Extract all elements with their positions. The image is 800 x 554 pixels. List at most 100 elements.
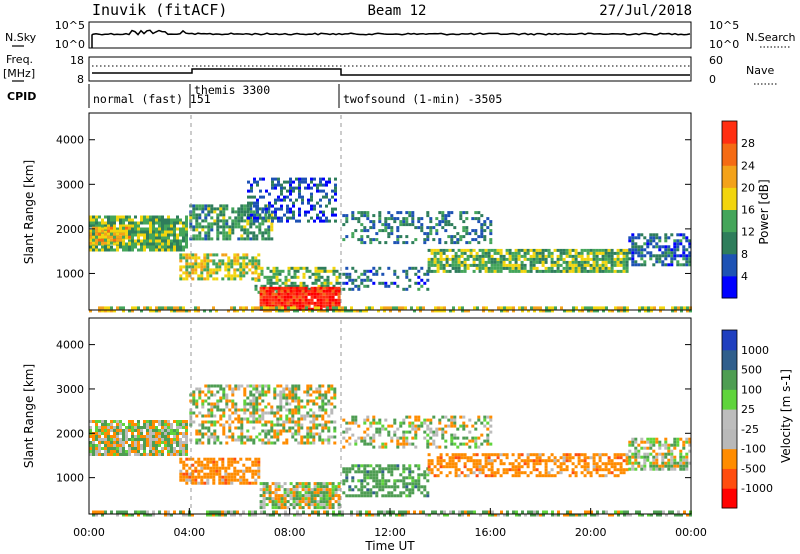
data-cell xyxy=(288,429,292,433)
data-cell xyxy=(640,251,644,255)
data-cell xyxy=(679,464,683,468)
data-cell xyxy=(173,441,176,444)
data-cell xyxy=(598,453,602,457)
data-cell xyxy=(301,488,305,492)
data-cell xyxy=(233,469,237,473)
data-cell xyxy=(227,256,231,260)
cpid-label: CPID xyxy=(7,90,36,103)
data-cell xyxy=(179,268,183,272)
data-cell xyxy=(434,510,437,514)
data-cell xyxy=(306,387,310,391)
data-cell xyxy=(216,384,220,388)
data-cell xyxy=(253,204,256,208)
nsky-label: N.Sky xyxy=(5,31,37,44)
data-cell xyxy=(378,467,382,471)
data-cell xyxy=(179,245,182,249)
data-cell xyxy=(508,269,512,273)
data-cell xyxy=(203,265,207,269)
data-cell xyxy=(95,224,98,228)
data-cell xyxy=(218,265,222,269)
data-cell xyxy=(269,513,272,517)
data-cell xyxy=(375,272,379,276)
data-cell xyxy=(399,223,403,227)
data-cell xyxy=(569,510,572,514)
data-cell xyxy=(583,462,587,466)
data-cell xyxy=(427,257,431,261)
data-cell xyxy=(604,254,608,258)
colorbar-segment xyxy=(722,143,737,166)
data-cell xyxy=(505,251,509,255)
data-cell xyxy=(161,218,164,222)
data-cell xyxy=(179,274,183,278)
data-cell xyxy=(261,390,265,394)
data-cell xyxy=(595,471,599,475)
data-cell xyxy=(283,506,287,510)
data-cell xyxy=(399,442,403,446)
data-cell xyxy=(265,491,269,495)
data-cell xyxy=(280,204,283,208)
data-cell xyxy=(213,210,217,214)
data-cell xyxy=(240,426,244,430)
data-cell xyxy=(281,281,285,285)
data-cell xyxy=(296,269,300,273)
colorbar-segment xyxy=(722,231,737,255)
data-cell xyxy=(319,189,322,193)
data-cell xyxy=(680,309,683,313)
data-cell xyxy=(430,263,434,267)
data-cell xyxy=(357,464,361,468)
data-cell xyxy=(354,470,358,474)
data-cell xyxy=(457,459,461,463)
data-cell xyxy=(116,238,119,242)
data-cell xyxy=(457,269,461,273)
data-cell xyxy=(411,485,415,489)
data-cell xyxy=(215,466,219,470)
data-cell xyxy=(119,447,122,450)
data-cell xyxy=(303,414,307,418)
data-cell xyxy=(221,262,225,266)
data-cell xyxy=(310,204,313,208)
data-cell xyxy=(95,238,98,242)
data-cell xyxy=(140,248,143,252)
data-cell xyxy=(435,217,439,221)
data-cell xyxy=(294,423,298,427)
data-cell xyxy=(466,459,470,463)
data-cell xyxy=(360,223,364,227)
data-cell xyxy=(92,218,95,222)
data-cell xyxy=(383,309,386,313)
data-cell xyxy=(640,254,644,258)
data-cell xyxy=(301,304,305,308)
data-cell xyxy=(116,441,119,444)
data-cell xyxy=(616,456,620,460)
data-cell xyxy=(322,210,325,214)
data-cell xyxy=(255,435,259,439)
data-cell xyxy=(158,438,161,441)
data-cell xyxy=(254,513,257,517)
data-cell xyxy=(242,472,246,476)
data-cell xyxy=(354,464,358,468)
data-cell xyxy=(195,414,199,418)
data-cell xyxy=(259,189,262,193)
data-cell xyxy=(207,234,211,238)
data-cell xyxy=(310,192,313,196)
data-cell xyxy=(134,221,137,225)
data-cell xyxy=(325,301,329,305)
data-cell xyxy=(319,177,322,181)
data-cell xyxy=(462,436,466,440)
data-cell xyxy=(602,309,605,313)
nsearch-tick-top: 10^5 xyxy=(709,19,739,32)
data-cell xyxy=(649,461,653,465)
data-cell xyxy=(269,269,273,273)
data-cell xyxy=(297,384,301,388)
data-cell xyxy=(131,435,134,438)
data-cell xyxy=(216,228,220,232)
data-cell xyxy=(250,189,253,193)
data-cell xyxy=(644,309,647,313)
data-cell xyxy=(110,229,113,233)
data-cell xyxy=(658,467,662,471)
data-cell xyxy=(298,195,301,199)
data-cell xyxy=(439,260,443,264)
data-cell xyxy=(405,272,409,276)
data-cell xyxy=(468,418,472,422)
data-cell xyxy=(243,387,247,391)
data-cell xyxy=(480,229,484,233)
